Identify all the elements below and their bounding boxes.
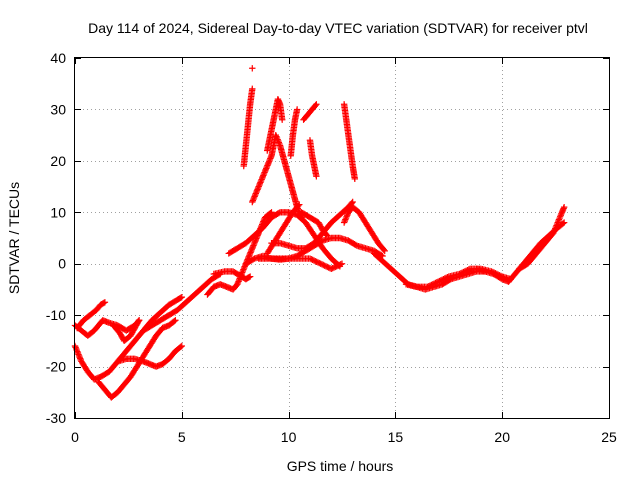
y-tick-label: 40 bbox=[50, 50, 66, 66]
y-tick-label: 30 bbox=[50, 101, 66, 117]
y-tick-label: 0 bbox=[58, 256, 66, 272]
data-point bbox=[558, 210, 565, 217]
x-tick-label: 20 bbox=[494, 429, 510, 445]
data-point bbox=[560, 203, 568, 211]
x-axis-title: GPS time / hours bbox=[287, 458, 394, 474]
data-point bbox=[557, 212, 564, 219]
data-point bbox=[100, 299, 108, 307]
data-point bbox=[313, 173, 320, 180]
plot-frame bbox=[74, 57, 610, 419]
data-point bbox=[554, 219, 561, 226]
x-tick-labels: 0 5 10 15 20 25 bbox=[71, 429, 617, 445]
data-point bbox=[551, 226, 558, 234]
data-point bbox=[178, 293, 185, 301]
data-point bbox=[342, 214, 350, 222]
data-point bbox=[245, 274, 253, 281]
data-point bbox=[553, 220, 561, 228]
data-point bbox=[101, 299, 109, 306]
data-point bbox=[135, 317, 143, 324]
data-point bbox=[235, 278, 242, 285]
data-point bbox=[272, 131, 279, 139]
data-point bbox=[555, 216, 563, 223]
data-point bbox=[177, 294, 184, 301]
x-tick-label: 0 bbox=[71, 429, 79, 445]
data-point bbox=[135, 318, 142, 325]
data-point bbox=[296, 201, 303, 208]
x-tick-label: 15 bbox=[388, 429, 404, 445]
data-point bbox=[343, 212, 351, 219]
data-point bbox=[275, 137, 282, 145]
y-tick-label: 20 bbox=[50, 153, 66, 169]
data-point bbox=[552, 223, 560, 231]
data-point bbox=[234, 279, 242, 287]
data-point bbox=[337, 261, 344, 268]
x-tick-label: 25 bbox=[601, 429, 617, 445]
data-point bbox=[550, 228, 558, 235]
data-point bbox=[249, 85, 256, 93]
data-point bbox=[553, 222, 560, 229]
data-point bbox=[552, 225, 559, 232]
data-point bbox=[293, 106, 301, 113]
data-point bbox=[240, 266, 247, 273]
data-point bbox=[340, 219, 348, 226]
data-point bbox=[312, 102, 319, 109]
data-point bbox=[556, 214, 563, 222]
data-point bbox=[276, 140, 283, 148]
data-point bbox=[323, 232, 331, 239]
data-point bbox=[341, 217, 348, 225]
data-point bbox=[172, 317, 179, 324]
data-point bbox=[555, 217, 562, 225]
data-point bbox=[343, 213, 350, 220]
y-tick-label: 10 bbox=[50, 204, 66, 220]
data-point bbox=[559, 220, 567, 227]
data-point bbox=[273, 134, 281, 142]
x-tick-label: 5 bbox=[178, 429, 186, 445]
data-point bbox=[313, 101, 320, 108]
data-point bbox=[278, 116, 286, 123]
data-point bbox=[246, 273, 254, 280]
data-point bbox=[556, 213, 564, 220]
data-point bbox=[178, 342, 185, 350]
data-point bbox=[171, 317, 178, 325]
data-point bbox=[322, 231, 330, 238]
data-point bbox=[267, 209, 274, 217]
data-point bbox=[444, 274, 451, 281]
data-point bbox=[275, 139, 283, 146]
data-point bbox=[274, 136, 281, 143]
data-point bbox=[380, 246, 388, 253]
data-point bbox=[234, 281, 241, 288]
data-point bbox=[240, 264, 248, 272]
y-tick-label: -20 bbox=[46, 359, 66, 375]
data-point bbox=[381, 247, 388, 255]
y-tick-label: -30 bbox=[46, 410, 66, 426]
data-point bbox=[249, 65, 256, 72]
data-point bbox=[338, 260, 346, 267]
data-point bbox=[550, 229, 557, 237]
chart-title: Day 114 of 2024, Sidereal Day-to-day VTE… bbox=[88, 20, 588, 36]
y-tick-label: -10 bbox=[46, 307, 66, 323]
data-point bbox=[295, 202, 302, 209]
y-axis-title: SDTVAR / TECUs bbox=[6, 182, 22, 294]
x-tick-label: 10 bbox=[281, 429, 297, 445]
data-point bbox=[342, 216, 349, 223]
data-point bbox=[465, 266, 473, 273]
y-tick-labels: -30 -20 -10 0 10 20 30 40 bbox=[46, 50, 66, 426]
data-point bbox=[560, 219, 568, 226]
data-point bbox=[177, 343, 184, 351]
data-points bbox=[71, 65, 568, 401]
data-point bbox=[239, 267, 247, 275]
data-point bbox=[273, 133, 280, 140]
data-point bbox=[351, 175, 359, 183]
data-point bbox=[241, 263, 248, 270]
